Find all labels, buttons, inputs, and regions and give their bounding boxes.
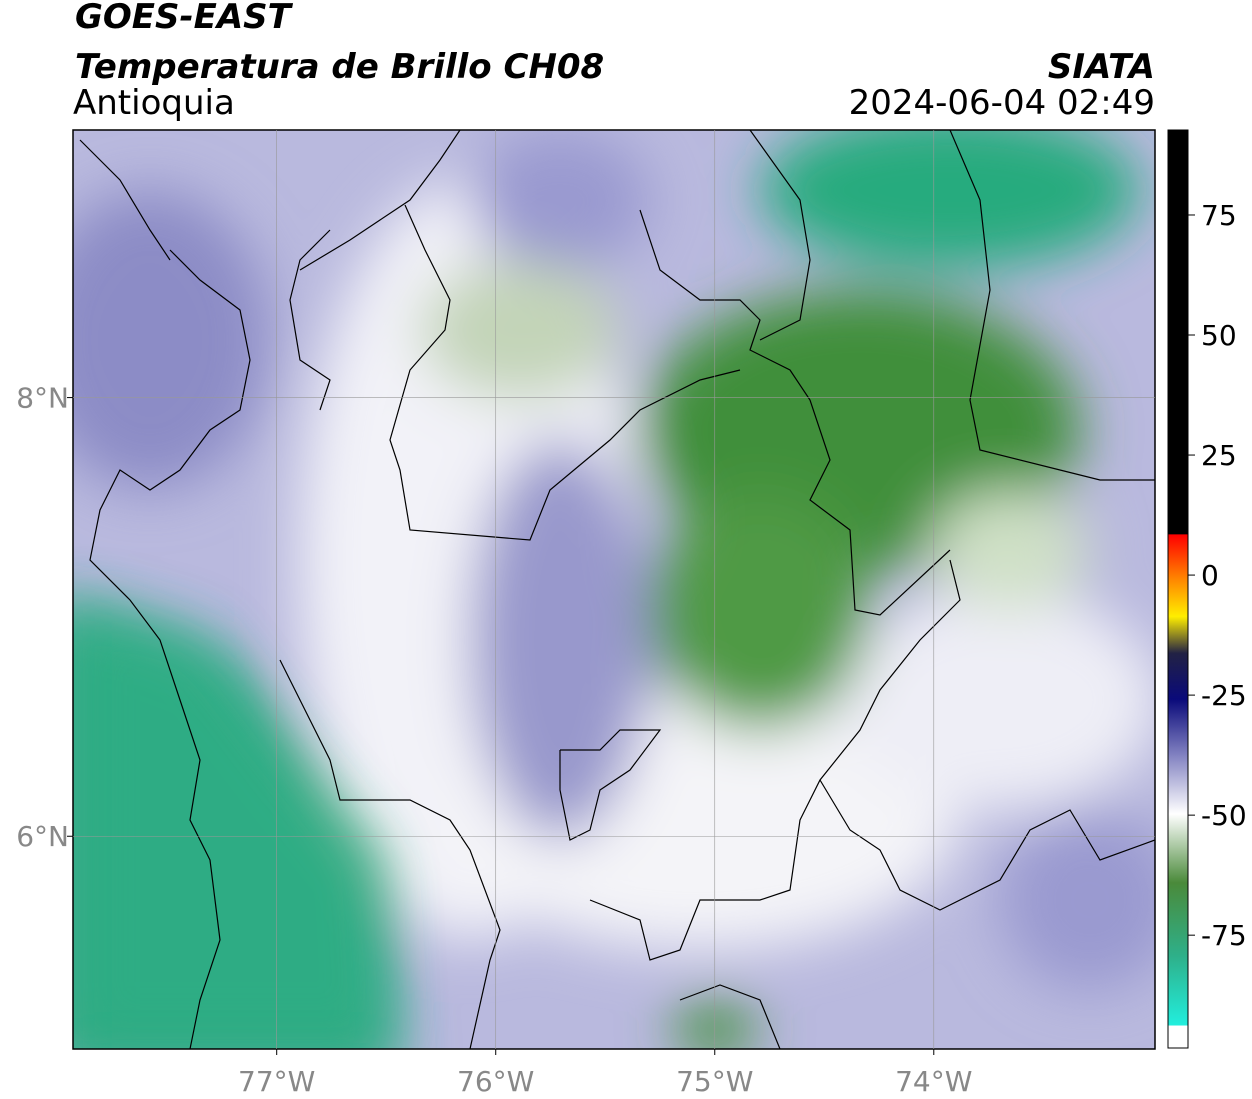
colorbar-tick-label: 50 bbox=[1201, 319, 1237, 352]
colorbar-tick-label: -25 bbox=[1201, 679, 1247, 712]
imagery bbox=[73, 130, 1155, 1049]
datetime-label: 2024-06-04 02:49 bbox=[849, 83, 1155, 123]
y-tick-label: 6°N bbox=[16, 820, 69, 853]
x-tick-label: 74°W bbox=[895, 1065, 972, 1098]
x-tick-label: 76°W bbox=[457, 1065, 534, 1098]
colorbar-tick-label: -75 bbox=[1201, 919, 1247, 952]
colorbar-tick-label: 0 bbox=[1201, 559, 1219, 592]
colorbar-tick-label: -50 bbox=[1201, 799, 1247, 832]
satellite-title: GOES-EAST bbox=[75, 0, 294, 37]
colorbar bbox=[1167, 129, 1189, 1049]
colorbar-tick-label: 25 bbox=[1201, 439, 1237, 472]
y-tick-label: 8°N bbox=[16, 382, 69, 415]
x-tick-label: 75°W bbox=[676, 1065, 753, 1098]
plot-frame bbox=[72, 129, 1156, 1050]
product-title: Temperatura de Brillo CH08 bbox=[75, 47, 604, 87]
agency-label: SIATA bbox=[1048, 47, 1155, 87]
borders bbox=[79, 130, 1155, 1049]
x-tick-label: 77°W bbox=[238, 1065, 315, 1098]
region-label: Antioquia bbox=[73, 83, 235, 123]
colorbar-tick-label: 75 bbox=[1201, 199, 1237, 232]
